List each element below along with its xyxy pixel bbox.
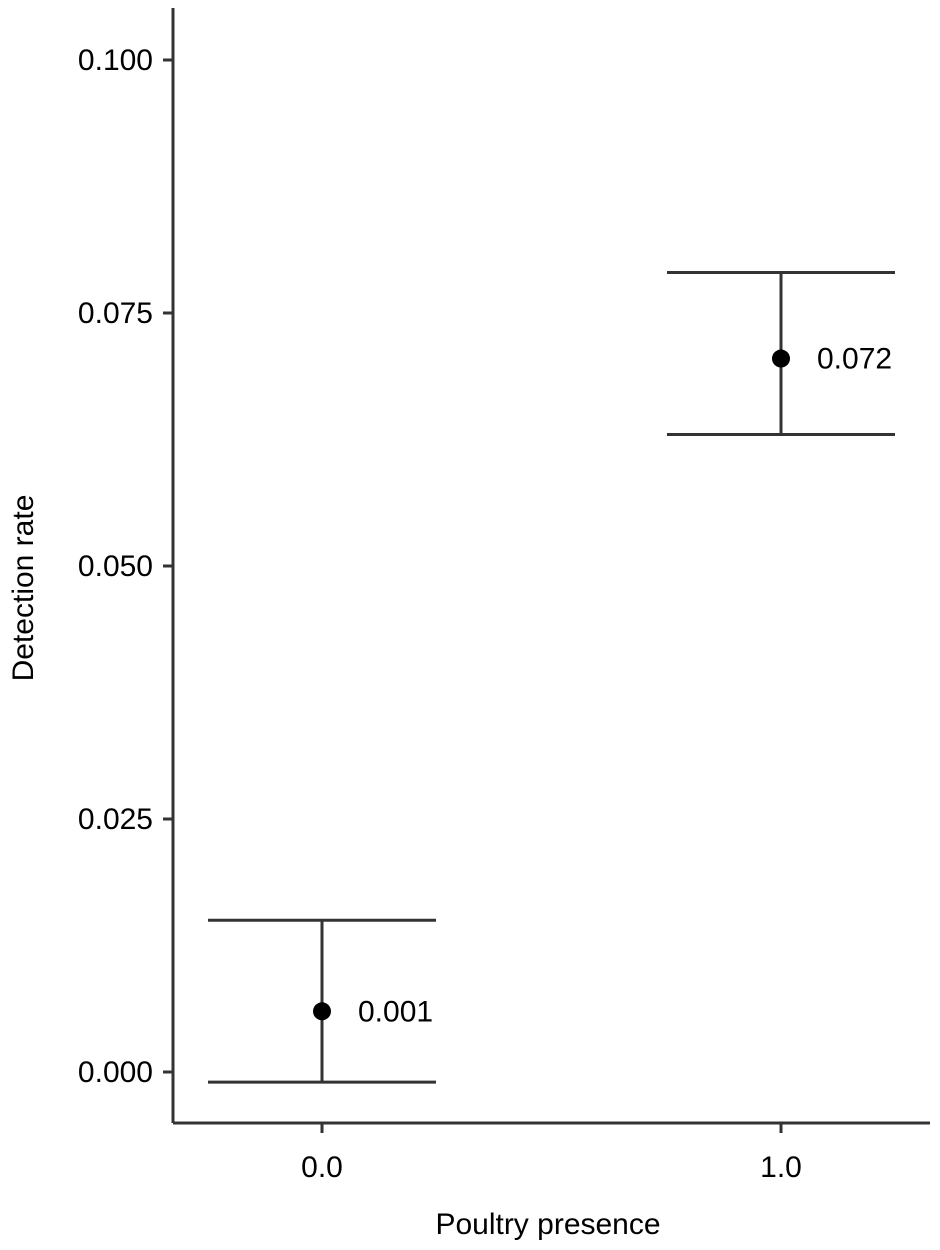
axes xyxy=(171,8,930,1125)
x-axis-ticks: 0.0 1.0 xyxy=(301,1123,802,1184)
data-point xyxy=(772,349,790,368)
y-tick-label: 0.050 xyxy=(78,550,153,583)
y-tick-label: 0.100 xyxy=(78,44,153,77)
x-tick-label: 0.0 xyxy=(301,1151,343,1184)
data-label: 0.001 xyxy=(358,995,433,1028)
x-tick-label: 1.0 xyxy=(760,1151,802,1184)
error-bar-group: 0.072 xyxy=(667,271,895,436)
y-tick-label: 0.025 xyxy=(78,803,153,836)
y-axis-title: Detection rate xyxy=(7,495,40,682)
y-tick-label: 0.075 xyxy=(78,297,153,330)
y-tick-label: 0.000 xyxy=(78,1056,153,1089)
data-point xyxy=(313,1002,331,1021)
error-bar-group: 0.001 xyxy=(208,918,436,1084)
y-axis-ticks: 0.000 0.025 0.050 0.075 0.100 xyxy=(78,44,173,1089)
data-label: 0.072 xyxy=(817,343,892,376)
x-axis-title: Poultry presence xyxy=(435,1208,660,1241)
data-series: 0.001 0.072 xyxy=(208,271,895,1084)
